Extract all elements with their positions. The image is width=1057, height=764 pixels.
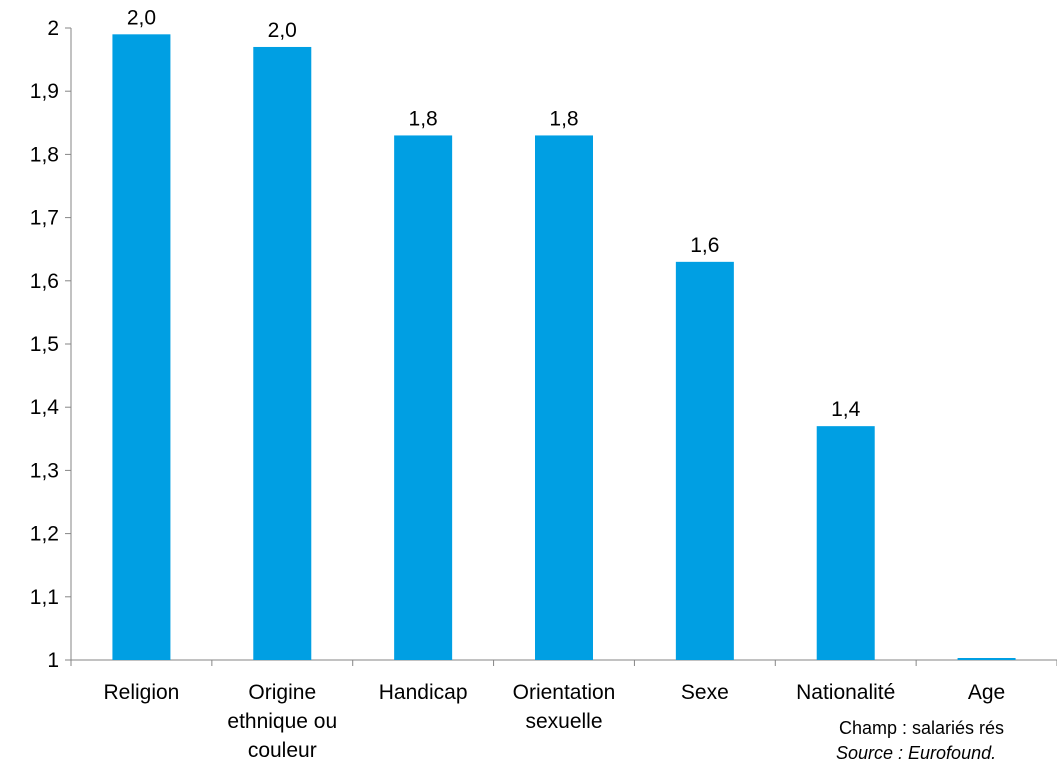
y-tick-label: 1,7 — [30, 207, 59, 230]
category-label-line: Handicap — [379, 681, 468, 704]
category-label-line: Age — [968, 681, 1005, 704]
bar — [816, 426, 875, 660]
data-label: 2,0 — [268, 19, 297, 42]
data-label: 1,8 — [549, 107, 578, 130]
source-note: Source : Eurofound. — [836, 743, 997, 763]
y-tick-label: 1,3 — [30, 459, 59, 482]
category-label-line: couleur — [248, 739, 317, 762]
category-label-line: Sexe — [681, 681, 729, 704]
data-label: 1,4 — [831, 398, 861, 421]
category-label: Origine ethnique ou couleur — [227, 681, 337, 762]
category-label: Orientation sexuelle — [513, 681, 616, 733]
data-label: 2,0 — [127, 6, 156, 29]
bar — [253, 46, 312, 660]
bar — [394, 135, 453, 660]
category-label-line: Religion — [103, 681, 179, 704]
data-label: 1,8 — [409, 107, 438, 130]
y-tick-label: 1,8 — [30, 143, 59, 166]
bar — [535, 135, 593, 660]
y-tick-label: 1 — [47, 649, 59, 672]
category-label-line: Origine — [248, 681, 316, 704]
y-tick-label: 1,9 — [30, 80, 59, 103]
category-label-line: Nationalité — [796, 681, 895, 704]
category-label: Handicap — [379, 681, 468, 704]
chart-labels: 1 1,1 1,2 1,3 1,4 1,5 1,6 1,7 1,8 1,9 2 2,0 Religion… — [30, 6, 1005, 762]
bar — [957, 658, 1016, 660]
y-tick-label: 2 — [47, 17, 59, 40]
y-tick-label: 1,1 — [30, 586, 59, 609]
category-label: Sexe — [681, 681, 729, 704]
y-tick-label: 1,5 — [30, 333, 59, 356]
data-label: 1,6 — [690, 234, 719, 257]
category-label-line: ethnique ou — [227, 710, 337, 733]
y-tick-label: 1,6 — [30, 270, 59, 293]
chart-bars — [112, 34, 1016, 660]
bar — [675, 261, 734, 660]
category-label: Nationalité — [796, 681, 895, 704]
champ-note: Champ : salariés rés — [839, 718, 1005, 738]
y-tick-label: 1,4 — [30, 396, 60, 419]
y-tick-label: 1,2 — [30, 523, 59, 546]
category-label-line: Orientation — [513, 681, 616, 704]
category-label: Religion — [103, 681, 179, 704]
bar — [112, 34, 171, 660]
category-label-line: sexuelle — [525, 710, 602, 733]
category-label: Age — [968, 681, 1005, 704]
